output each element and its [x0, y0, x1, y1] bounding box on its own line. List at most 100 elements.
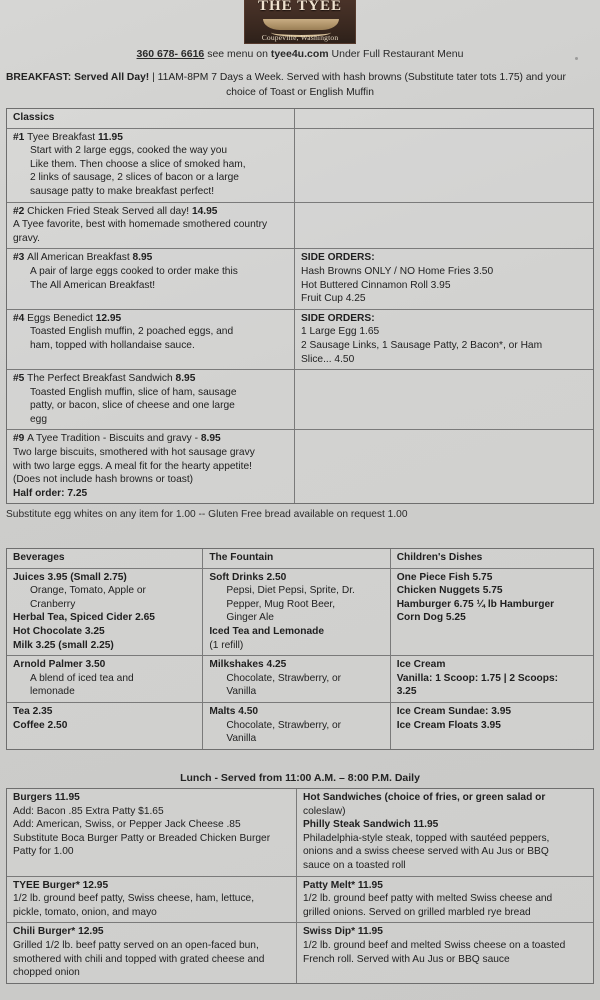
beverage-line: Chocolate, Strawberry, or: [226, 719, 342, 731]
scan-speck: [575, 57, 578, 60]
side-order-line: Fruit Cup 4.25: [301, 293, 366, 305]
breakfast-note-rest: | 11AM-8PM 7 Days a Week. Served with ha…: [149, 72, 566, 83]
lunch-line: Grilled 1/2 lb. beef patty served on an …: [13, 939, 259, 951]
beverage-line: Herbal Tea, Spiced Cider 2.65: [13, 612, 155, 624]
phone-number[interactable]: 360 678- 6616: [136, 48, 205, 60]
beverage-column-header: Beverages: [7, 549, 204, 568]
lunch-line: Chili Burger* 12.95: [13, 926, 104, 938]
beverage-group-cell: Ice Cream Vanilla: 1 Scoop: 1.75 | 2 Scoo…: [391, 656, 593, 702]
lunch-line: smothered with chili and topped with gra…: [13, 953, 265, 965]
table-row: Juices 3.95 (Small 2.75) Orange, Tomato, …: [7, 568, 593, 657]
breakfast-header-blank: [295, 109, 593, 128]
table-row: #3 All American Breakfast 8.95 A pair of …: [7, 249, 593, 310]
lunch-group-cell: Chili Burger* 12.95 Grilled 1/2 lb. beef …: [7, 923, 298, 983]
breakfast-item: #3 All American Breakfast 8.95 A pair of …: [7, 249, 296, 309]
item-number: #4: [13, 312, 28, 324]
item-description-line: The All American Breakfast!: [30, 279, 156, 291]
beverage-line: Vanilla: [226, 686, 257, 698]
beverage-line: Iced Tea and Lemonade: [209, 625, 325, 637]
beverage-line: Chicken Nuggets 5.75: [396, 585, 503, 597]
contact-end-text: Under Full Restaurant Menu: [328, 48, 464, 60]
side-orders-cell: [295, 203, 593, 249]
beverage-line: Chocolate, Strawberry, or: [226, 672, 342, 684]
breakfast-served-all-day: Served All Day!: [71, 72, 150, 83]
breakfast-item: #4 Eggs Benedict 12.95 Toasted English mu…: [7, 309, 296, 370]
item-description-line: egg: [30, 413, 47, 425]
lunch-group-cell: Burgers 11.95 Add: Bacon .85 Extra Patty …: [7, 789, 298, 876]
breakfast-hours-note: BREAKFAST: Served All Day! | 11AM-8PM 7 …: [6, 70, 594, 100]
logo-title: THE TYEE: [257, 0, 342, 14]
beverage-line: Cranberry: [30, 598, 76, 610]
side-order-line: 1 Large Egg 1.65: [301, 326, 380, 338]
beverage-line: One Piece Fish 5.75: [396, 571, 493, 583]
breakfast-label: BREAKFAST:: [6, 72, 72, 83]
side-orders-cell: [295, 129, 593, 202]
item-number: #2: [13, 205, 28, 217]
restaurant-logo: THE TYEE Coupeville, Washington: [244, 0, 356, 44]
lunch-line: Burgers 11.95: [13, 792, 80, 803]
lunch-heading: Lunch - Served from 11:00 A.M. – 8:00 P.…: [180, 772, 420, 784]
beverage-line: lemonade: [30, 686, 75, 698]
item-name: All American Breakfast: [27, 252, 133, 264]
lunch-line: sauce on a toasted roll: [303, 859, 406, 871]
lunch-line: Philly Steak Sandwich 11.95: [303, 819, 439, 831]
lunch-group-cell: Hot Sandwiches (choice of fries, or gree…: [297, 789, 593, 876]
beverage-line: Ice Cream Floats 3.95: [396, 719, 501, 731]
beverage-line: Juices 3.95 (Small 2.75): [13, 571, 127, 583]
lunch-group-cell: TYEE Burger* 12.95 1/2 lb. ground beef pa…: [7, 876, 298, 923]
item-half-order: Half order: 7.25: [13, 487, 88, 499]
side-order-line: Slice... 4.50: [301, 353, 355, 365]
item-title: #4 Eggs Benedict 12.95: [13, 312, 289, 326]
lunch-table: Burgers 11.95 Add: Bacon .85 Extra Patty …: [6, 788, 594, 984]
breakfast-item: #1 Tyee Breakfast 11.95 Start with 2 larg…: [7, 128, 296, 202]
beverage-line: A blend of iced tea and: [30, 672, 134, 684]
item-description-line: ham, topped with hollandaise sauce.: [30, 339, 195, 351]
beverage-group-cell: Ice Cream Sundae: 3.95 Ice Cream Floats 3…: [391, 703, 593, 749]
item-title: #9 A Tyee Tradition - Biscuits and gravy…: [13, 432, 289, 446]
item-description-line: gravy.: [13, 232, 40, 244]
item-description-line: A Tyee favorite, best with homemade smot…: [13, 219, 268, 231]
beverage-group-cell: Arnold Palmer 3.50 A blend of iced tea an…: [7, 656, 204, 702]
beverage-group-cell: Tea 2.35 Coffee 2.50: [7, 702, 204, 749]
item-description-line: 2 links of sausage, 2 slices of bacon or…: [30, 172, 239, 184]
contact-mid-text: see menu on: [204, 48, 271, 60]
table-row: Beverages The Fountain Children's Dishes: [7, 549, 593, 569]
lunch-line: grilled onions. Served on grilled marble…: [303, 906, 531, 918]
beverage-line: Malts 4.50: [209, 705, 259, 717]
beverage-group-cell: One Piece Fish 5.75 Chicken Nuggets 5.75 H…: [391, 569, 593, 656]
beverage-column-header: The Fountain: [203, 549, 391, 568]
item-description-line: Toasted English muffin, slice of ham, sa…: [30, 386, 237, 398]
item-name: Chicken Fried Steak Served all day!: [27, 205, 192, 217]
table-row: #5 The Perfect Breakfast Sandwich 8.95 To…: [7, 370, 593, 431]
lunch-line: Add: Bacon .85 Extra Patty $1.65: [13, 805, 164, 817]
table-row: #4 Eggs Benedict 12.95 Toasted English mu…: [7, 309, 593, 371]
side-orders-cell: SIDE ORDERS: 1 Large Egg 1.65 2 Sausage Li…: [295, 310, 593, 369]
beverage-line: Hamburger 6.75 ¼ lb Hamburger: [396, 598, 555, 610]
beverages-table: Beverages The Fountain Children's Dishes Ju…: [6, 548, 594, 750]
item-description-line: A pair of large eggs cooked to order mak…: [30, 265, 238, 277]
side-orders-cell: SIDE ORDERS: Hash Browns ONLY / NO Home F…: [295, 249, 593, 308]
website-link[interactable]: tyee4u.com: [270, 48, 329, 60]
substitute-note: Substitute egg whites on any item for 1.…: [6, 509, 408, 520]
lunch-line: pickle, tomato, onion, and mayo: [13, 906, 157, 918]
beverage-group-cell: Soft Drinks 2.50 Pepsi, Diet Pepsi, Sprit…: [203, 568, 391, 656]
item-name: Tyee Breakfast: [27, 131, 98, 143]
beverage-line: Arnold Palmer 3.50: [13, 659, 106, 671]
beverage-line: Ice Cream Sundae: 3.95: [396, 705, 512, 717]
breakfast-item: #9 A Tyee Tradition - Biscuits and gravy…: [7, 430, 296, 504]
beverage-line: Milkshakes 4.25: [209, 659, 287, 671]
table-row: #1 Tyee Breakfast 11.95 Start with 2 larg…: [7, 128, 593, 203]
breakfast-note-line2: choice of Toast or English Muffin: [226, 87, 374, 98]
beverage-line: Coffee 2.50: [13, 719, 68, 731]
lunch-line: Philadelphia-style steak, topped with sa…: [303, 832, 550, 844]
beverage-line: Pepper, Mug Root Beer,: [226, 598, 336, 610]
item-title: #5 The Perfect Breakfast Sandwich 8.95: [13, 372, 289, 386]
item-name: A Tyee Tradition - Biscuits and gravy -: [27, 433, 201, 445]
beverage-line: 3.25: [396, 686, 417, 698]
item-description-line: with two large eggs. A meal fit for the …: [13, 460, 252, 472]
beverage-group-cell: Milkshakes 4.25 Chocolate, Strawberry, or…: [203, 656, 391, 702]
contact-line: 360 678- 6616 see menu on tyee4u.com Und…: [0, 48, 600, 60]
item-description-line: Like them. Then choose a slice of smoked…: [30, 158, 246, 170]
item-description-line: Toasted English muffin, 2 poached eggs, …: [30, 326, 234, 338]
lunch-line: French roll. Served with Au Jus or BBQ s…: [303, 953, 510, 965]
